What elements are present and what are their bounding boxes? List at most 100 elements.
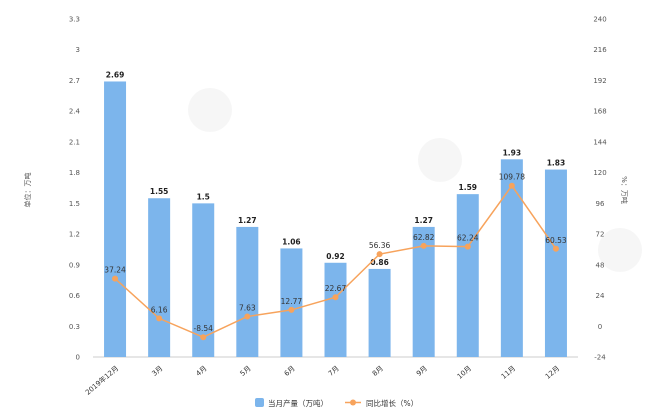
- x-tick-label: 4月: [195, 364, 209, 378]
- bar-value-label: 1.27: [414, 216, 433, 225]
- bar-value-label: 1.83: [547, 159, 566, 168]
- bar-value-label: 0.86: [370, 258, 389, 267]
- y-right-tick-label: 216: [593, 46, 607, 54]
- bar-series: [104, 81, 567, 357]
- bar[interactable]: [456, 194, 479, 357]
- bar[interactable]: [280, 248, 303, 357]
- legend-item-line[interactable]: 同比增长（%）: [345, 398, 418, 408]
- bar[interactable]: [544, 169, 567, 357]
- line-value-label: 37.24: [104, 266, 126, 275]
- y-left-tick-label: 1.2: [69, 231, 80, 239]
- x-tick-label: 9月: [415, 364, 429, 378]
- x-tick-label: 12月: [544, 364, 561, 380]
- x-tick-label: 3月: [150, 364, 164, 378]
- line-point[interactable]: [552, 245, 559, 252]
- line-value-label: -8.54: [194, 324, 214, 333]
- y-right-tick-label: 96: [596, 200, 605, 208]
- y-right-tick-label: 192: [593, 77, 606, 85]
- x-tick-label: 8月: [371, 364, 385, 378]
- y-right-tick-label: -24: [594, 354, 606, 362]
- line-point[interactable]: [508, 182, 515, 189]
- bar-value-label: 1.5: [197, 192, 210, 201]
- y-left-tick-label: 3.3: [69, 16, 80, 24]
- y-left-tick-label: 2.4: [69, 108, 81, 116]
- y-left-axis: 0 0.3 0.6 0.9 1.2 1.5 1.8 2.1 2.4 2.7 3 3.3: [69, 16, 81, 362]
- y-left-tick-label: 0: [76, 354, 80, 362]
- watermark: [188, 88, 642, 272]
- x-axis: 2019年12月 3月 4月 5月 6月 7月 8月 9月 10月 11月 12月: [83, 364, 561, 397]
- bar-value-label: 0.92: [326, 252, 345, 261]
- legend-bar-label: 当月产量（万吨）: [268, 398, 328, 408]
- line-point[interactable]: [112, 275, 119, 282]
- y-left-tick-label: 0.3: [69, 323, 80, 331]
- bar[interactable]: [236, 226, 259, 357]
- legend-item-bar[interactable]: 当月产量（万吨）: [255, 398, 328, 408]
- y-left-tick-label: 1.8: [69, 169, 80, 177]
- y-right-tick-label: 0: [598, 323, 602, 331]
- y-right-tick-label: 72: [596, 231, 605, 239]
- watermark-logo-right: [598, 228, 642, 272]
- legend-line-label: 同比增长（%）: [366, 398, 418, 408]
- bar[interactable]: [412, 226, 435, 357]
- line-value-label: 62.82: [413, 233, 435, 242]
- bar[interactable]: [324, 262, 347, 357]
- x-tick-label: 7月: [327, 364, 341, 378]
- line-value-label: 22.67: [325, 284, 347, 293]
- x-tick-label: 6月: [283, 364, 297, 378]
- x-tick-label: 5月: [239, 364, 253, 378]
- y-right-tick-label: 48: [596, 261, 605, 269]
- bar[interactable]: [500, 159, 523, 357]
- bar-value-label: 2.69: [106, 70, 125, 79]
- line-value-label: 62.24: [457, 234, 479, 243]
- x-tick-label: 11月: [500, 364, 517, 380]
- y-left-axis-title: 单位：万吨: [23, 173, 32, 208]
- line-value-label: 109.78: [499, 173, 525, 182]
- y-left-tick-label: 1.5: [69, 200, 80, 208]
- y-left-tick-label: 3: [76, 46, 80, 54]
- watermark-logo-left: [188, 88, 232, 132]
- line-point[interactable]: [464, 243, 471, 250]
- y-right-axis-title: %：万吨: [620, 176, 629, 204]
- legend-line-dot: [350, 399, 356, 406]
- line-point[interactable]: [200, 334, 207, 341]
- line-point[interactable]: [156, 315, 163, 322]
- bar-value-label: 1.59: [459, 183, 478, 192]
- line-value-label: 12.77: [281, 297, 303, 306]
- watermark-logo-center: [418, 138, 462, 182]
- bar[interactable]: [192, 203, 215, 357]
- y-right-axis: -24 0 24 48 72 96 120 144 168 192 216 240: [593, 16, 607, 362]
- line-point[interactable]: [288, 306, 295, 313]
- line-value-label: 7.63: [239, 304, 256, 313]
- y-left-tick-label: 2.1: [69, 138, 80, 146]
- x-tick-label: 10月: [456, 364, 473, 380]
- bar[interactable]: [104, 81, 127, 357]
- line-data-labels: 37.24 6.16 -8.54 7.63 12.77 22.67 56.36 62.82 62…: [104, 173, 567, 333]
- bar-value-label: 1.06: [282, 237, 301, 246]
- bar[interactable]: [368, 268, 391, 357]
- bar[interactable]: [148, 198, 171, 357]
- y-left-tick-label: 2.7: [69, 77, 80, 85]
- line-series: [112, 182, 559, 341]
- line-point[interactable]: [332, 294, 339, 301]
- x-tick-label: 2019年12月: [83, 364, 120, 397]
- line-point[interactable]: [376, 251, 383, 258]
- line-value-label: 6.16: [151, 305, 168, 314]
- y-right-tick-label: 120: [593, 169, 606, 177]
- line-value-label: 56.36: [369, 241, 391, 250]
- bar-value-label: 1.27: [238, 216, 257, 225]
- y-left-tick-label: 0.9: [69, 261, 80, 269]
- line-value-label: 60.53: [545, 236, 567, 245]
- y-right-tick-label: 144: [593, 138, 607, 146]
- y-right-tick-label: 168: [593, 108, 606, 116]
- bar-value-label: 1.93: [503, 148, 522, 157]
- bar-data-labels: 2.69 1.55 1.5 1.27 1.06 0.92 0.86 1.27 1.59 1.93 1…: [106, 70, 565, 266]
- line-point[interactable]: [244, 313, 251, 320]
- legend-bar-swatch: [255, 398, 264, 407]
- bar-value-label: 1.55: [150, 187, 169, 196]
- line-point[interactable]: [420, 242, 427, 249]
- y-right-tick-label: 240: [593, 16, 606, 24]
- legend: 当月产量（万吨） 同比增长（%）: [255, 398, 418, 408]
- y-left-tick-label: 0.6: [69, 292, 81, 300]
- y-right-tick-label: 24: [596, 292, 605, 300]
